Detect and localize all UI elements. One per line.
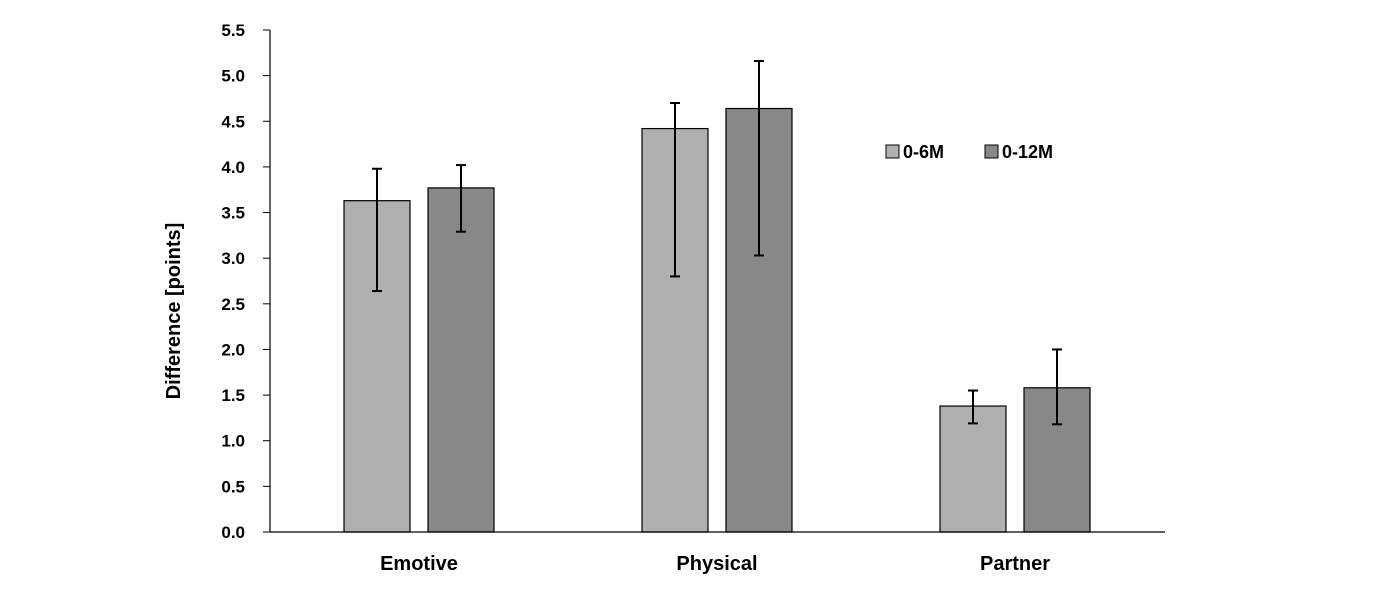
x-category-labels: Emotive Physical Partner bbox=[380, 553, 1050, 575]
y-tick-label: 2.0 bbox=[221, 340, 245, 359]
y-tick-label: 4.0 bbox=[221, 158, 245, 177]
y-tick-label: 1.5 bbox=[221, 386, 245, 405]
y-axis-title: Difference [points] bbox=[163, 223, 185, 400]
y-tick-label: 4.5 bbox=[221, 112, 245, 131]
error-bars-layer bbox=[372, 60, 1062, 426]
y-tick-label: 3.5 bbox=[221, 204, 245, 223]
y-tick-label: 3.0 bbox=[221, 249, 245, 268]
y-tick-label: 0.0 bbox=[221, 523, 245, 542]
y-tick-label: 5.0 bbox=[221, 67, 245, 86]
bar bbox=[427, 187, 495, 533]
x-category-label: Partner bbox=[980, 553, 1050, 575]
legend-label: 0-6M bbox=[903, 142, 944, 162]
bar bbox=[939, 405, 1007, 533]
axes-layer bbox=[269, 30, 1165, 533]
y-tick-labels: 0.0 0.5 1.0 1.5 2.0 2.5 3.0 3.5 4.0 4.5 5.0 5.5 bbox=[221, 21, 270, 542]
bars-layer bbox=[343, 107, 1091, 533]
y-tick-label: 1.0 bbox=[221, 432, 245, 451]
legend: 0-6M 0-12M bbox=[885, 142, 1053, 162]
legend-swatch bbox=[885, 144, 900, 159]
x-category-label: Emotive bbox=[380, 553, 458, 575]
x-category-label: Physical bbox=[676, 553, 757, 575]
y-tick-label: 0.5 bbox=[221, 477, 245, 496]
y-tick-label: 2.5 bbox=[221, 295, 245, 314]
legend-label: 0-12M bbox=[1002, 142, 1053, 162]
legend-swatch bbox=[984, 144, 999, 159]
y-tick-label: 5.5 bbox=[221, 21, 245, 40]
